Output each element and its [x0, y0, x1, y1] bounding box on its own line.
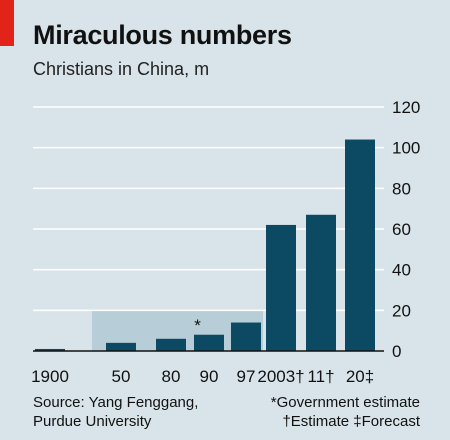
chart-title: Miraculous numbers [33, 20, 292, 50]
x-tick-label-3: 90 [200, 367, 219, 386]
bar-1 [106, 342, 136, 351]
y-tick-label-40: 40 [392, 261, 411, 280]
y-tick-label-120: 120 [392, 98, 420, 117]
bar-5 [266, 224, 296, 351]
annotations: * [194, 316, 201, 335]
bar-2 [156, 338, 186, 351]
y-tick-label-60: 60 [392, 220, 411, 239]
bar-7 [345, 139, 375, 351]
source-note: Source: Yang Fenggang, Purdue University [33, 393, 198, 431]
x-tick-labels: 1900 50 80 90 97 2003† 11† 20‡ [31, 367, 374, 386]
footnote-government-estimate: *Government estimate [270, 394, 420, 411]
bar-3 [194, 334, 224, 351]
footnotes: *Government estimate †Estimate ‡Forecast [271, 393, 420, 431]
bar-6 [306, 214, 336, 351]
x-tick-label-4: 97 [237, 367, 256, 386]
y-tick-label-0: 0 [392, 342, 401, 361]
x-tick-label-7: 20‡ [346, 367, 374, 386]
y-tick-label-20: 20 [392, 301, 411, 320]
x-tick-label-0: 1900 [31, 367, 69, 386]
source-line-2: Purdue University [33, 413, 152, 430]
y-tick-label-100: 100 [392, 139, 420, 158]
chart-subtitle: Christians in China, m [33, 59, 210, 79]
x-tick-label-1: 50 [112, 367, 131, 386]
y-tick-label-80: 80 [392, 179, 411, 198]
source-line-1: Source: Yang Fenggang, [33, 394, 199, 411]
y-tick-labels: 0 20 40 60 80 100 120 [392, 98, 420, 361]
bar-4 [231, 322, 261, 351]
x-tick-label-5: 2003† [257, 367, 304, 386]
bars [35, 139, 375, 351]
x-tick-label-6: 11† [307, 367, 334, 386]
bar-0 [35, 348, 65, 351]
government-estimate-asterisk: * [194, 316, 201, 335]
x-tick-label-2: 80 [162, 367, 181, 386]
accent-bar [0, 0, 14, 46]
footnote-estimate-forecast: †Estimate ‡Forecast [282, 413, 420, 430]
